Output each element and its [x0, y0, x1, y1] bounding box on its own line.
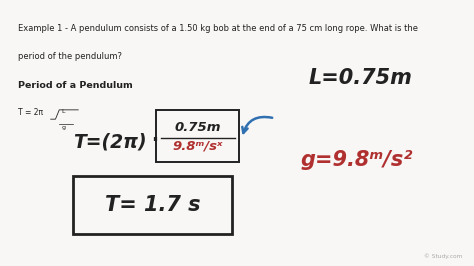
Text: g=9.8ᵐ/s²: g=9.8ᵐ/s²: [301, 149, 413, 170]
Text: Period of a Pendulum: Period of a Pendulum: [18, 81, 133, 90]
Text: Example 1 - A pendulum consists of a 1.50 kg bob at the end of a 75 cm long rope: Example 1 - A pendulum consists of a 1.5…: [18, 24, 418, 33]
Text: L=0.75m: L=0.75m: [308, 68, 412, 89]
Bar: [156, 110, 239, 162]
Text: g: g: [61, 125, 65, 130]
Text: ·: ·: [151, 131, 158, 151]
Text: period of the pendulum?: period of the pendulum?: [18, 52, 122, 61]
Text: 9.8ᵐ/sˣ: 9.8ᵐ/sˣ: [173, 140, 223, 153]
Text: L: L: [61, 109, 64, 114]
Text: 0.75m: 0.75m: [174, 121, 221, 134]
Text: T=(2π): T=(2π): [73, 133, 147, 152]
Text: T = 2π: T = 2π: [18, 108, 43, 117]
Text: © Study.com: © Study.com: [424, 254, 462, 259]
Text: T= 1.7 s: T= 1.7 s: [105, 195, 201, 215]
Bar: [73, 176, 232, 234]
